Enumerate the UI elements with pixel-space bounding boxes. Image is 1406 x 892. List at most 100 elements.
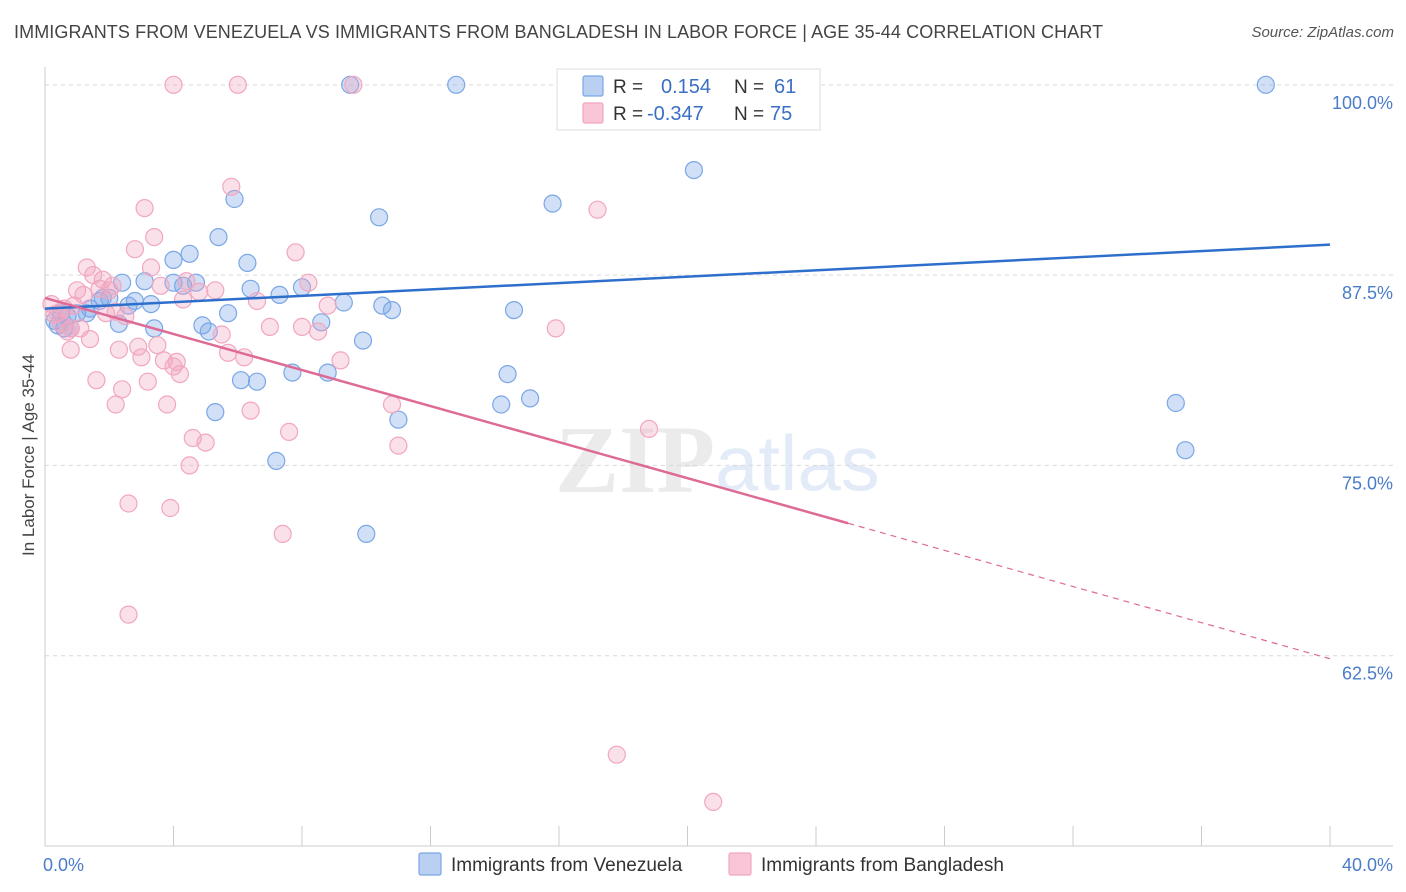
bangladesh-point-6 [61,319,80,338]
watermark-zip: ZIP [555,406,715,513]
bangladesh-point-57 [260,317,279,336]
bangladesh-point-15 [87,371,106,390]
bangladesh-point-35 [148,336,167,355]
bangladesh-point-42 [170,365,189,384]
bangladesh-point-32 [138,372,157,391]
bangladesh-point-20 [103,276,122,295]
bangladesh-point-55 [241,401,260,420]
venezuela-point-42 [353,331,373,350]
series-bangladesh-points [42,75,723,812]
venezuela-point-48 [447,75,466,94]
venezuela-point-51 [504,301,524,320]
bangladesh-point-12 [77,258,96,277]
y-tick-label-2: 75.0% [1342,473,1393,493]
bangladesh-point-59 [280,422,299,441]
bangladesh-point-11 [74,285,93,304]
venezuela-point-43 [357,524,376,544]
source-credit: Source: ZipAtlas.com [1251,24,1394,41]
bangladesh-point-38 [158,395,177,414]
bangladesh-point-50 [212,325,231,344]
bangladesh-point-34 [145,228,164,247]
tick-labels: 100.0% 87.5% 75.0% 62.5% 0.0% 40.0% [43,93,1393,875]
axes [44,67,1393,847]
bangladesh-point-62 [299,273,318,292]
bangladesh-trend-extension [847,522,1331,660]
bangladesh-point-30 [132,348,151,367]
bangladesh-point-9 [67,281,87,300]
watermark: ZIP atlas [555,406,880,513]
venezuela-point-59 [1256,75,1275,94]
venezuela-point-31 [238,253,257,272]
bangladesh-point-45 [180,456,199,475]
venezuela-point-46 [382,301,402,320]
stats-r-label-venezuela: R = [613,77,643,98]
bangladesh-point-36 [151,276,170,295]
bangladesh-point-60 [286,243,305,262]
bangladesh-point-7 [61,340,80,359]
grid-lines [45,84,1395,657]
y-tick-label-3: 62.5% [1342,664,1393,684]
venezuela-point-40 [334,293,353,312]
venezuela-point-53 [543,194,562,213]
bangladesh-point-73 [704,792,723,812]
venezuela-point-34 [267,451,286,470]
bangladesh-point-22 [106,395,125,414]
bangladesh-point-44 [177,272,196,291]
series-legend: Immigrants from Venezuela Immigrants fro… [418,852,1004,876]
x-tick-label-1: 40.0% [1342,855,1393,875]
bangladesh-point-43 [174,290,193,309]
bangladesh-point-61 [292,317,312,336]
bangladesh-point-48 [196,433,215,452]
bangladesh-point-56 [247,291,267,311]
stats-swatch-bangladesh [582,102,604,124]
bangladesh-point-31 [135,199,154,218]
bangladesh-point-70 [588,200,607,219]
venezuela-point-55 [684,161,704,180]
venezuela-point-47 [389,410,408,429]
chart-title: IMMIGRANTS FROM VENEZUELA VS IMMIGRANTS … [14,22,1104,42]
bangladesh-point-66 [344,75,363,94]
bangladesh-trend-line [44,296,849,525]
legend-swatch-bangladesh [728,852,752,876]
y-axis-title: In Labor Force | Age 35-44 [19,354,38,556]
bangladesh-point-39 [161,498,180,518]
bangladesh-point-58 [273,524,292,544]
bangladesh-point-49 [206,281,225,300]
bangladesh-point-17 [93,270,112,289]
venezuela-point-49 [492,395,511,414]
venezuela-point-35 [270,285,289,304]
bangladesh-point-47 [190,282,209,301]
stats-n-label-venezuela: N = [734,77,764,98]
legend-label-venezuela: Immigrants from Venezuela [451,855,683,876]
bangladesh-point-27 [119,605,138,624]
venezuela-point-50 [498,365,517,384]
venezuela-trend-line [44,243,1331,310]
bangladesh-point-26 [119,494,138,513]
venezuela-point-15 [125,291,144,311]
bangladesh-point-13 [80,330,100,349]
bangladesh-point-71 [607,745,626,764]
venezuela-point-33 [247,372,267,391]
bangladesh-point-24 [112,380,132,399]
legend-label-bangladesh: Immigrants from Bangladesh [761,855,1004,876]
bangladesh-point-68 [389,436,408,455]
bangladesh-point-74 [164,75,183,94]
trend-lines [44,243,1331,660]
venezuela-point-22 [180,244,199,263]
bangladesh-point-69 [546,319,565,338]
venezuela-point-26 [206,403,225,422]
stats-legend: R = 0.154 N = 61 R = -0.347 N = 75 [556,68,821,131]
stats-r-label-bangladesh: R = [613,104,643,125]
x-tick-label-0: 0.0% [43,855,84,875]
bangladesh-point-23 [109,340,129,359]
bangladesh-point-52 [222,177,241,196]
venezuela-point-28 [219,304,238,323]
legend-swatch-venezuela [418,852,442,876]
bangladesh-point-29 [129,337,148,356]
stats-r-venezuela: 0.154 [661,76,711,98]
bangladesh-point-65 [331,351,350,370]
venezuela-point-30 [231,371,251,390]
bangladesh-point-67 [382,395,402,414]
venezuela-point-58 [1176,441,1195,460]
